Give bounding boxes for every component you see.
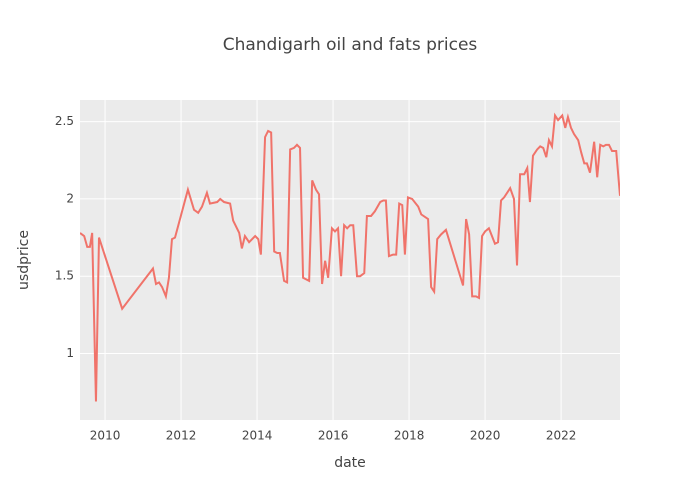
x-tick-label: 2018 — [394, 429, 425, 443]
chart-title: Chandigarh oil and fats prices — [223, 35, 478, 55]
x-tick-label: 2022 — [546, 429, 577, 443]
x-axis-label: date — [334, 455, 366, 471]
y-axis-label: usdprice — [16, 230, 32, 290]
y-tick-label: 1 — [66, 346, 74, 360]
y-tick-label: 2 — [66, 191, 74, 205]
x-tick-label: 2012 — [166, 429, 197, 443]
y-tick-label: 1.5 — [55, 269, 74, 283]
x-tick-label: 2020 — [470, 429, 501, 443]
x-tick-label: 2010 — [90, 429, 121, 443]
x-tick-label: 2014 — [242, 429, 273, 443]
data-line — [80, 112, 620, 402]
x-tick-label: 2016 — [318, 429, 349, 443]
y-tick-label: 2.5 — [55, 114, 74, 128]
